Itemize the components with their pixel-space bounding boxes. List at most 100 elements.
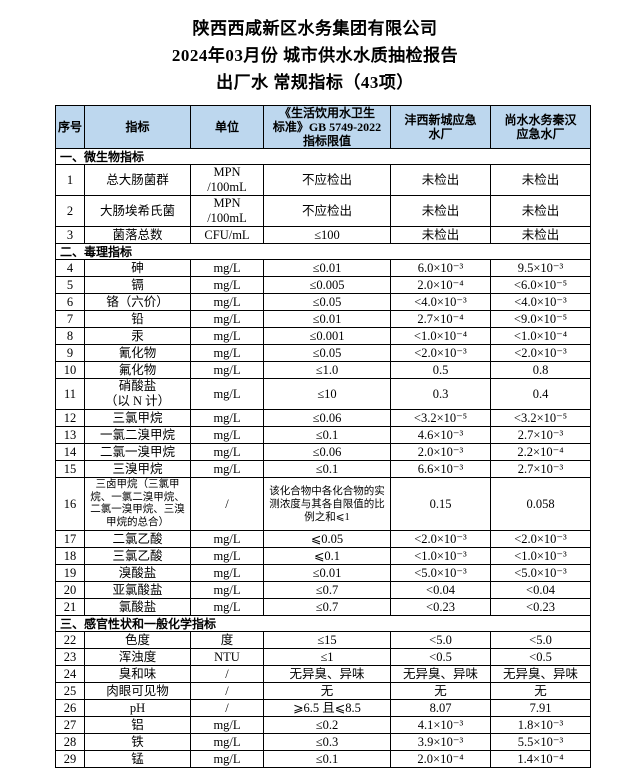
cell-unit: mg/L <box>190 581 264 599</box>
cell-indicator: 菌落总数 <box>84 226 191 244</box>
cell-unit: mg/L <box>190 750 264 768</box>
cell-value-fengxi: 2.0×10⁻³ <box>390 443 491 461</box>
cell-indicator: 大肠埃希氏菌 <box>84 195 191 227</box>
cell-value-shangshui: <5.0×10⁻³ <box>490 564 591 582</box>
section-title: 一、微生物指标 <box>55 148 591 165</box>
table-row: 20 亚氯酸盐 mg/L ≤0.7 <0.04 <0.04 <box>55 581 591 599</box>
cell-no: 18 <box>55 547 85 565</box>
cell-value-fengxi: <2.0×10⁻³ <box>390 530 491 548</box>
cell-value-shangshui: 无 <box>490 682 591 700</box>
cell-unit: mg/L <box>190 310 264 328</box>
table-row: 4 砷 mg/L ≤0.01 6.0×10⁻³ 9.5×10⁻³ <box>55 259 591 277</box>
cell-indicator: 二氯乙酸 <box>84 530 191 548</box>
table-row: 28 铁 mg/L ≤0.3 3.9×10⁻³ 5.5×10⁻³ <box>55 733 591 751</box>
cell-value-fengxi: 2.0×10⁻⁴ <box>390 750 491 768</box>
cell-no: 15 <box>55 460 85 478</box>
cell-value-shangshui: <6.0×10⁻⁵ <box>490 276 591 294</box>
cell-value-shangshui: <4.0×10⁻³ <box>490 293 591 311</box>
table-row: 24 臭和味 / 无异臭、异味 无异臭、异味 无异臭、异味 <box>55 665 591 683</box>
cell-no: 27 <box>55 716 85 734</box>
table-row: 26 pH / ⩾6.5 且⩽8.5 8.07 7.91 <box>55 699 591 717</box>
section-title: 二、毒理指标 <box>55 243 591 260</box>
cell-value-shangshui: 7.91 <box>490 699 591 717</box>
cell-limit: ≤0.1 <box>263 460 391 478</box>
cell-indicator: 总大肠菌群 <box>84 164 191 196</box>
section-row: 二、毒理指标 <box>55 243 591 260</box>
cell-limit: ≤0.1 <box>263 426 391 444</box>
cell-value-shangshui: 1.4×10⁻⁴ <box>490 750 591 768</box>
cell-unit: NTU <box>190 648 264 666</box>
water-quality-table: 序号 指标 单位 《生活饮用水卫生 标准》GB 5749-2022 指标限值 沣… <box>55 105 591 768</box>
cell-no: 9 <box>55 344 85 362</box>
cell-value-fengxi: <0.5 <box>390 648 491 666</box>
cell-limit: 该化合物中各化合物的实测浓度与其各自限值的比例之和⩽1 <box>263 477 391 531</box>
cell-unit: / <box>190 665 264 683</box>
cell-no: 21 <box>55 598 85 616</box>
cell-no: 25 <box>55 682 85 700</box>
cell-no: 4 <box>55 259 85 277</box>
cell-no: 13 <box>55 426 85 444</box>
report-title: 2024年03月份 城市供水水质抽检报告 <box>171 46 459 65</box>
cell-value-fengxi: 未检出 <box>390 226 491 244</box>
cell-no: 6 <box>55 293 85 311</box>
cell-indicator: 铬（六价） <box>84 293 191 311</box>
cell-indicator: pH <box>84 699 191 717</box>
cell-no: 10 <box>55 361 85 379</box>
cell-value-fengxi: 6.0×10⁻³ <box>390 259 491 277</box>
cell-value-fengxi: <2.0×10⁻³ <box>390 344 491 362</box>
cell-unit: MPN /100mL <box>190 164 264 196</box>
cell-value-fengxi: 0.3 <box>390 378 491 410</box>
cell-limit: ⩾6.5 且⩽8.5 <box>263 699 391 717</box>
cell-limit: ≤0.3 <box>263 733 391 751</box>
cell-unit: mg/L <box>190 259 264 277</box>
cell-no: 19 <box>55 564 85 582</box>
header-plant-fengxi: 沣西新城应急 水厂 <box>390 105 491 149</box>
cell-no: 1 <box>55 164 85 196</box>
cell-value-shangshui: 1.8×10⁻³ <box>490 716 591 734</box>
company-title: 陕西西咸新区水务集团有限公司 <box>192 19 438 38</box>
cell-unit: mg/L <box>190 409 264 427</box>
cell-indicator: 二氯一溴甲烷 <box>84 443 191 461</box>
cell-value-fengxi: 2.7×10⁻⁴ <box>390 310 491 328</box>
cell-no: 22 <box>55 631 85 649</box>
cell-unit: mg/L <box>190 716 264 734</box>
cell-value-fengxi: <1.0×10⁻⁴ <box>390 327 491 345</box>
cell-indicator: 硝酸盐 （以 N 计） <box>84 378 191 410</box>
cell-unit: CFU/mL <box>190 226 264 244</box>
cell-limit: ≤0.01 <box>263 564 391 582</box>
cell-value-fengxi: <4.0×10⁻³ <box>390 293 491 311</box>
cell-value-shangshui: <2.0×10⁻³ <box>490 344 591 362</box>
cell-value-fengxi: 4.1×10⁻³ <box>390 716 491 734</box>
cell-indicator: 氯酸盐 <box>84 598 191 616</box>
cell-no: 20 <box>55 581 85 599</box>
cell-indicator: 砷 <box>84 259 191 277</box>
cell-value-shangshui: <9.0×10⁻⁵ <box>490 310 591 328</box>
table-row: 3 菌落总数 CFU/mL ≤100 未检出 未检出 <box>55 226 591 244</box>
cell-value-fengxi: 未检出 <box>390 164 491 196</box>
cell-indicator: 三溴甲烷 <box>84 460 191 478</box>
cell-indicator: 铅 <box>84 310 191 328</box>
cell-limit: ⩽0.05 <box>263 530 391 548</box>
cell-unit: mg/L <box>190 530 264 548</box>
cell-limit: ≤0.01 <box>263 310 391 328</box>
table-row: 10 氟化物 mg/L ≤1.0 0.5 0.8 <box>55 361 591 379</box>
cell-limit: ≤0.7 <box>263 581 391 599</box>
cell-indicator: 氟化物 <box>84 361 191 379</box>
table-row: 11 硝酸盐 （以 N 计） mg/L ≤10 0.3 0.4 <box>55 378 591 410</box>
cell-no: 14 <box>55 443 85 461</box>
section-row: 三、感官性状和一般化学指标 <box>55 615 591 632</box>
cell-value-shangshui: <0.5 <box>490 648 591 666</box>
cell-value-shangshui: 2.2×10⁻⁴ <box>490 443 591 461</box>
cell-value-shangshui: 0.4 <box>490 378 591 410</box>
cell-value-fengxi: <5.0×10⁻³ <box>390 564 491 582</box>
cell-unit: mg/L <box>190 378 264 410</box>
cell-value-shangshui: 2.7×10⁻³ <box>490 426 591 444</box>
cell-limit: ≤1.0 <box>263 361 391 379</box>
table-row: 15 三溴甲烷 mg/L ≤0.1 6.6×10⁻³ 2.7×10⁻³ <box>55 460 591 478</box>
cell-value-shangshui: 2.7×10⁻³ <box>490 460 591 478</box>
table-row: 17 二氯乙酸 mg/L ⩽0.05 <2.0×10⁻³ <2.0×10⁻³ <box>55 530 591 548</box>
cell-indicator: 色度 <box>84 631 191 649</box>
cell-no: 5 <box>55 276 85 294</box>
cell-unit: mg/L <box>190 598 264 616</box>
cell-value-shangshui: 未检出 <box>490 226 591 244</box>
